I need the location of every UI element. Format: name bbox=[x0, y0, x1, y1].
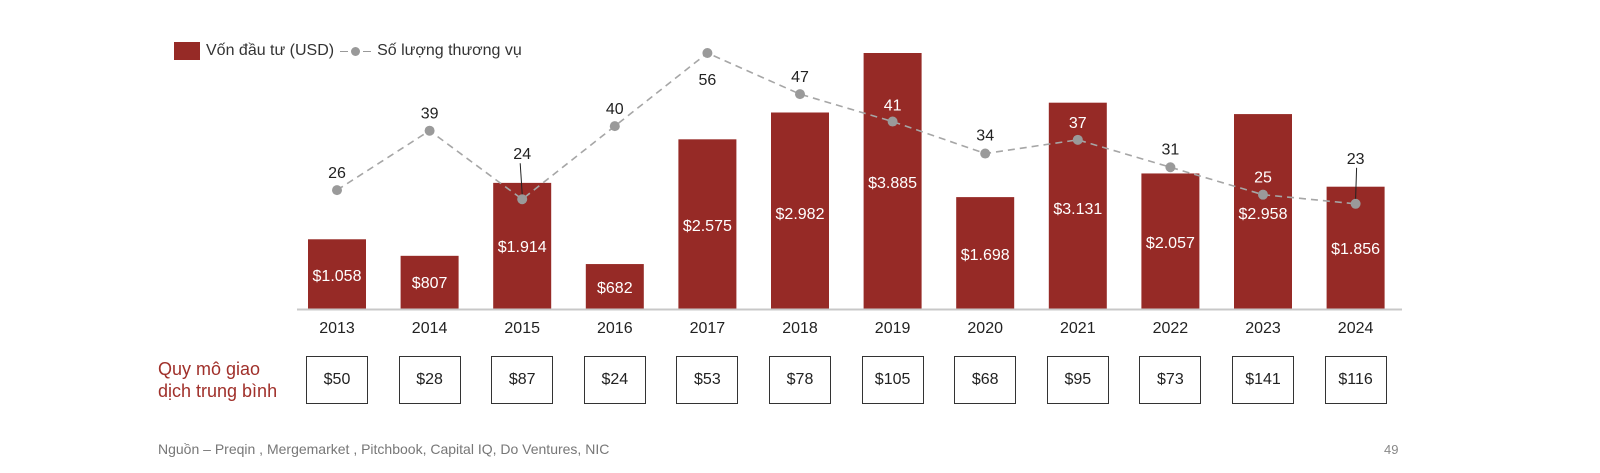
bar-value-label: $2.958 bbox=[1239, 206, 1288, 223]
source-note: Nguồn – Preqin , Mergemarket , Pitchbook… bbox=[158, 441, 610, 457]
x-tick-label: 2024 bbox=[1338, 320, 1374, 337]
legend-line-marker bbox=[340, 46, 372, 56]
deal-count-line bbox=[336, 52, 1356, 205]
bar-2016 bbox=[585, 264, 644, 309]
bar-value-label: $1.058 bbox=[313, 268, 362, 285]
x-tick-label: 2017 bbox=[690, 320, 726, 337]
deal-count-point bbox=[517, 194, 528, 205]
legend-bar-label: Vốn đầu tư (USD) bbox=[206, 42, 335, 59]
deal-count-point bbox=[1350, 198, 1361, 209]
x-tick-label: 2022 bbox=[1153, 320, 1189, 337]
bar-value-label: $682 bbox=[597, 280, 633, 297]
avg-deal-size-box: $68 bbox=[954, 356, 1017, 404]
bar-value-label: $807 bbox=[412, 275, 448, 292]
deal-count-label: 41 bbox=[884, 98, 902, 115]
deal-count-point bbox=[1258, 189, 1268, 200]
avg-deal-size-box: $53 bbox=[676, 356, 739, 404]
bar-value-label: $2.057 bbox=[1146, 235, 1195, 252]
x-tick-label: 2020 bbox=[967, 320, 1003, 337]
bar-value-label: $2.982 bbox=[776, 206, 825, 223]
leader-line bbox=[519, 163, 523, 195]
bar-value-label: $3.131 bbox=[1053, 201, 1102, 218]
x-tick-label: 2016 bbox=[597, 320, 633, 337]
avg-deal-size-box: $78 bbox=[769, 356, 831, 404]
deal-count-label: 24 bbox=[513, 146, 531, 163]
x-tick-label: 2019 bbox=[875, 320, 911, 337]
deal-count-label: 40 bbox=[606, 101, 624, 118]
avg-deal-size-box: $28 bbox=[398, 356, 461, 404]
deal-count-label: 56 bbox=[699, 72, 717, 89]
bar-2014 bbox=[400, 255, 459, 309]
deal-count-label: 37 bbox=[1069, 115, 1087, 132]
deal-count-point bbox=[702, 48, 713, 58]
deal-count-point bbox=[1072, 134, 1083, 145]
deal-count-label: 26 bbox=[328, 165, 346, 182]
page-number: 49 bbox=[1384, 442, 1399, 457]
bar-2018 bbox=[771, 112, 829, 309]
bar-2019 bbox=[863, 53, 922, 309]
deal-count-label: 47 bbox=[791, 69, 809, 86]
deal-count-label: 39 bbox=[421, 106, 439, 123]
deal-count-point bbox=[980, 148, 991, 159]
bar-value-label: $1.698 bbox=[961, 247, 1010, 264]
avg-deal-size-box: $50 bbox=[306, 356, 368, 404]
chart-legend: Vốn đầu tư (USD) Số lượng thương vụ bbox=[174, 40, 522, 62]
bar-2023 bbox=[1234, 114, 1292, 309]
x-tick-label: 2023 bbox=[1245, 320, 1281, 337]
bar-2022 bbox=[1141, 173, 1200, 309]
x-tick-label: 2013 bbox=[319, 320, 355, 337]
avg-deal-size-box: $105 bbox=[861, 356, 924, 404]
avg-deal-size-box: $141 bbox=[1232, 356, 1294, 404]
avg-deal-size-box: $95 bbox=[1046, 356, 1109, 404]
bar-value-label: $3.885 bbox=[868, 175, 917, 192]
bar-value-label: $1.856 bbox=[1331, 241, 1380, 258]
deal-count-point bbox=[332, 185, 342, 196]
bar-value-label: $1.914 bbox=[498, 239, 547, 256]
bar-2017 bbox=[678, 139, 737, 309]
deal-count-label: 25 bbox=[1254, 170, 1272, 187]
deal-count-label: 23 bbox=[1347, 151, 1365, 168]
deal-count-label: 34 bbox=[976, 128, 994, 145]
avg-deal-size-box: $116 bbox=[1324, 356, 1387, 404]
bar-2013 bbox=[308, 239, 366, 309]
deal-count-point bbox=[795, 89, 805, 100]
legend-line-label: Số lượng thương vụ bbox=[377, 42, 522, 59]
deal-count-point bbox=[424, 125, 435, 136]
deal-count-point bbox=[887, 116, 898, 127]
deal-count-label: 31 bbox=[1162, 141, 1180, 158]
x-tick-label: 2014 bbox=[412, 320, 448, 337]
legend-bar-swatch bbox=[174, 42, 200, 60]
avg-deal-size-label: Quy mô giao dịch trung bình bbox=[158, 358, 277, 402]
avg-deal-size-box: $73 bbox=[1139, 356, 1202, 404]
bar-2020 bbox=[956, 197, 1015, 309]
avg-deal-label-line2: dịch trung bình bbox=[158, 381, 278, 401]
x-tick-label: 2021 bbox=[1060, 320, 1096, 337]
deal-count-point bbox=[1165, 162, 1176, 173]
bar-value-label: $2.575 bbox=[683, 218, 732, 235]
leader-line bbox=[1355, 167, 1358, 199]
avg-deal-label-line1: Quy mô giao bbox=[158, 359, 261, 379]
x-tick-label: 2018 bbox=[782, 320, 818, 337]
x-tick-label: 2015 bbox=[504, 320, 540, 337]
avg-deal-size-box: $87 bbox=[491, 356, 554, 404]
avg-deal-size-box: $24 bbox=[583, 356, 646, 404]
deal-count-point bbox=[609, 121, 620, 132]
